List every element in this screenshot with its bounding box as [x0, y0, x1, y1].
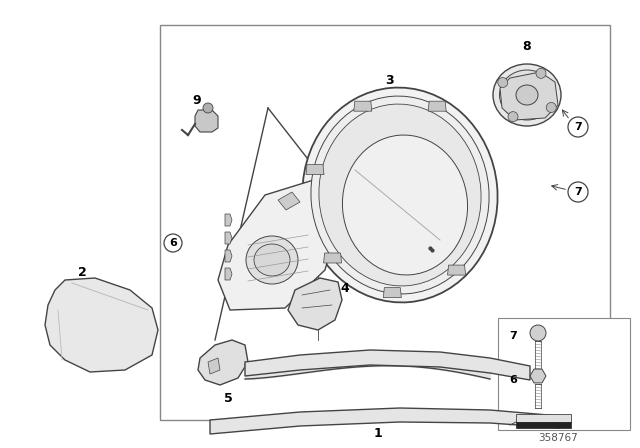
Polygon shape [225, 232, 232, 244]
Circle shape [568, 117, 588, 137]
Ellipse shape [254, 244, 290, 276]
Polygon shape [447, 265, 465, 275]
Bar [516, 414, 571, 422]
Polygon shape [208, 358, 220, 374]
Ellipse shape [319, 104, 481, 286]
Text: 1: 1 [374, 426, 382, 439]
Circle shape [164, 234, 182, 252]
Text: 3: 3 [386, 73, 394, 86]
Bar [498, 318, 630, 430]
Text: 7: 7 [509, 331, 517, 341]
Polygon shape [288, 278, 342, 330]
Polygon shape [383, 288, 401, 297]
Polygon shape [218, 178, 340, 310]
Polygon shape [45, 278, 158, 372]
Bar [160, 25, 610, 420]
Ellipse shape [342, 135, 468, 275]
Text: 5: 5 [223, 392, 232, 405]
Polygon shape [354, 101, 372, 111]
Circle shape [536, 69, 546, 78]
Polygon shape [225, 268, 232, 280]
Ellipse shape [311, 96, 489, 294]
Polygon shape [198, 340, 248, 385]
Polygon shape [324, 253, 342, 263]
Text: 8: 8 [523, 39, 531, 52]
Circle shape [508, 112, 518, 122]
Polygon shape [195, 110, 218, 132]
Bar [516, 422, 571, 428]
Ellipse shape [246, 236, 298, 284]
Circle shape [547, 103, 556, 112]
Polygon shape [225, 214, 232, 226]
Text: 7: 7 [574, 187, 582, 197]
Ellipse shape [499, 70, 554, 120]
Polygon shape [245, 350, 530, 380]
Text: 4: 4 [340, 281, 349, 294]
Circle shape [203, 103, 213, 113]
Polygon shape [225, 250, 232, 262]
Text: 6: 6 [509, 375, 517, 385]
Polygon shape [210, 408, 560, 434]
Ellipse shape [303, 87, 497, 302]
Ellipse shape [516, 85, 538, 105]
Circle shape [530, 325, 546, 341]
Circle shape [568, 182, 588, 202]
Ellipse shape [493, 64, 561, 126]
Polygon shape [530, 369, 546, 383]
Polygon shape [428, 101, 446, 111]
Polygon shape [278, 192, 300, 210]
Circle shape [498, 78, 508, 87]
Polygon shape [306, 164, 324, 175]
Text: 6: 6 [169, 238, 177, 248]
Text: 358767: 358767 [538, 433, 578, 443]
Text: 7: 7 [574, 122, 582, 132]
Text: 9: 9 [193, 94, 202, 107]
Text: 2: 2 [77, 266, 86, 279]
Polygon shape [500, 72, 558, 120]
